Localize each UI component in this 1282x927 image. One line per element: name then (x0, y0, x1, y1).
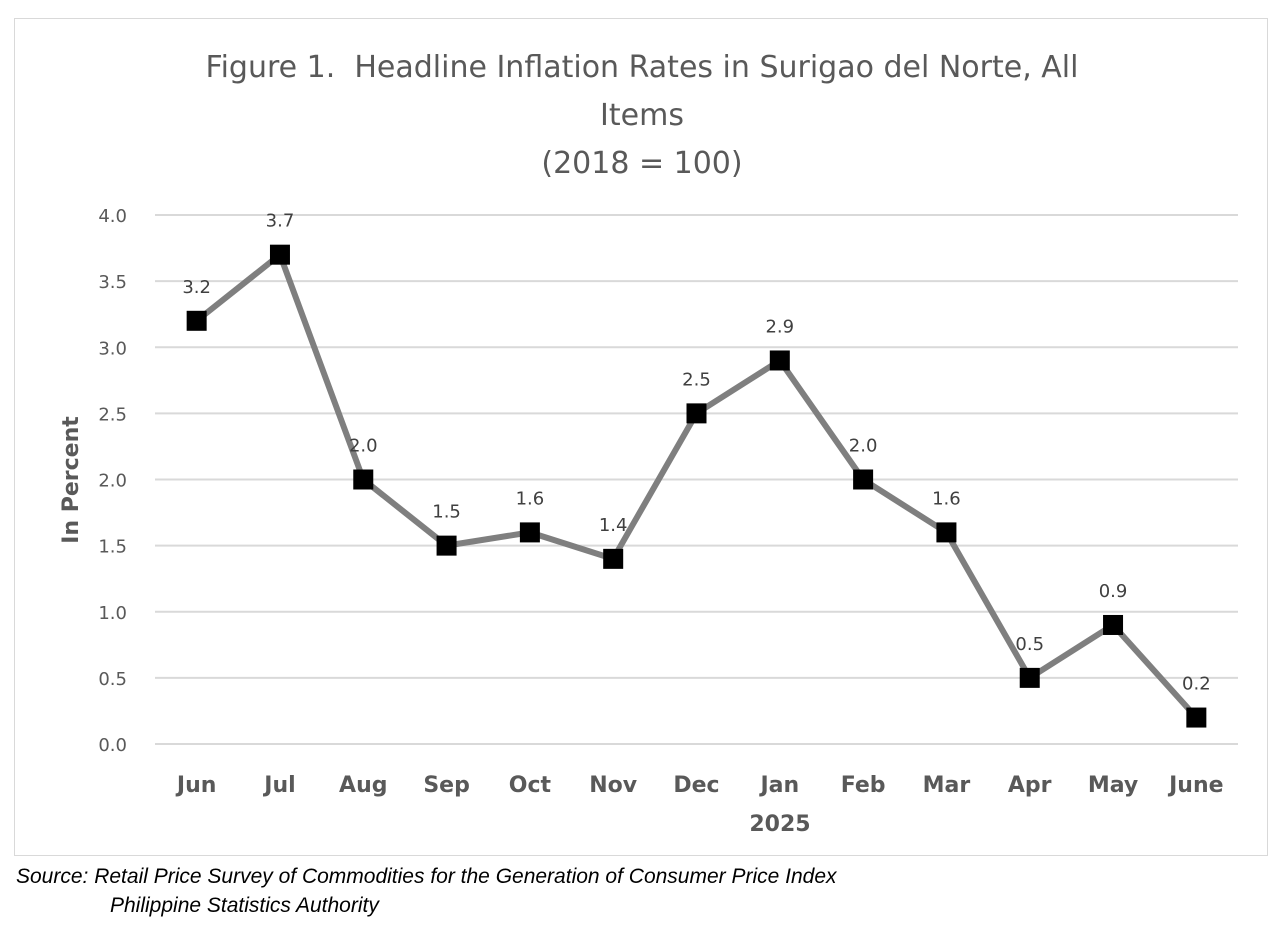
x-tick-label: June (1167, 773, 1223, 798)
x-tick-label: Jun (175, 773, 217, 798)
data-label: 1.6 (516, 488, 545, 509)
x-tick-label: Jan (758, 773, 799, 798)
chart-title: Figure 1. Headline Inflation Rates in Su… (100, 44, 1184, 188)
data-label: 1.5 (432, 502, 461, 523)
series-line (194, 251, 1199, 720)
y-tick-label: 1.0 (98, 603, 127, 624)
y-tick-label: 2.0 (98, 471, 127, 492)
data-point-marker (519, 522, 540, 543)
data-label: 2.0 (849, 436, 878, 457)
y-tick-label: 3.0 (98, 338, 127, 359)
data-label: 3.7 (266, 211, 295, 232)
y-tick-label: 4.0 (98, 206, 127, 227)
x-tick-label: Oct (509, 773, 552, 798)
y-axis-label: In Percent (59, 416, 84, 544)
y-tick-label: 3.5 (98, 272, 127, 293)
y-axis-tick-labels: 0.0 0.5 1.0 1.5 2.0 2.5 3.0 3.5 4.0 (98, 206, 127, 756)
y-tick-label: 0.5 (98, 669, 127, 690)
data-point-marker (269, 244, 290, 265)
data-label: 2.0 (349, 436, 378, 457)
data-point-marker (186, 310, 207, 331)
source-note: Source: Retail Price Survey of Commoditi… (16, 862, 837, 920)
data-label: 1.4 (599, 515, 628, 536)
data-point-marker (436, 535, 457, 556)
series-inflation-rate: 3.2 3.7 2.0 1.5 1.6 1.4 2.5 2.9 2.0 1.6 0.5 0.9 0.2 (182, 211, 1211, 728)
x-axis-tick-labels: Jun Jul Aug Sep Oct Nov Dec Jan Feb Mar Apr May June (175, 773, 1224, 798)
source-line-2: Philippine Statistics Authority (110, 894, 379, 917)
data-label: 0.5 (1015, 634, 1044, 655)
data-point-marker (1186, 707, 1207, 728)
data-point-marker (936, 522, 957, 543)
x-axis-year-label: 2025 (749, 812, 810, 837)
chart-frame (14, 18, 1268, 856)
x-tick-label: Apr (1008, 773, 1052, 798)
x-tick-label: May (1088, 773, 1138, 798)
data-point-marker (853, 469, 874, 490)
data-label: 2.9 (765, 316, 794, 337)
chart-title-line-2: Items (600, 98, 684, 133)
data-label: 0.9 (1099, 581, 1128, 602)
x-tick-label: Dec (673, 773, 719, 798)
chart-title-line-1: Figure 1. Headline Inflation Rates in Su… (205, 50, 1079, 85)
x-tick-label: Aug (339, 773, 387, 798)
data-label: 0.2 (1182, 674, 1211, 695)
y-tick-label: 2.5 (98, 404, 127, 425)
data-label: 3.2 (182, 277, 211, 298)
source-line-1: Source: Retail Price Survey of Commoditi… (16, 865, 837, 888)
data-point-marker (353, 469, 374, 490)
data-label: 1.6 (932, 488, 961, 509)
data-point-marker (1103, 614, 1124, 635)
y-tick-label: 0.0 (98, 735, 127, 756)
x-tick-label: Feb (841, 773, 886, 798)
y-tick-label: 1.5 (98, 537, 127, 558)
data-point-marker (686, 403, 707, 424)
x-tick-label: Jul (262, 773, 295, 798)
data-point-marker (603, 548, 624, 569)
x-tick-label: Mar (923, 773, 971, 798)
gridlines (155, 214, 1238, 745)
chart-title-line-3: (2018 = 100) (541, 146, 743, 181)
data-label: 2.5 (682, 369, 711, 390)
x-tick-label: Sep (423, 773, 470, 798)
x-tick-label: Nov (589, 773, 638, 798)
data-point-marker (1019, 667, 1040, 688)
data-point-marker (769, 350, 790, 371)
